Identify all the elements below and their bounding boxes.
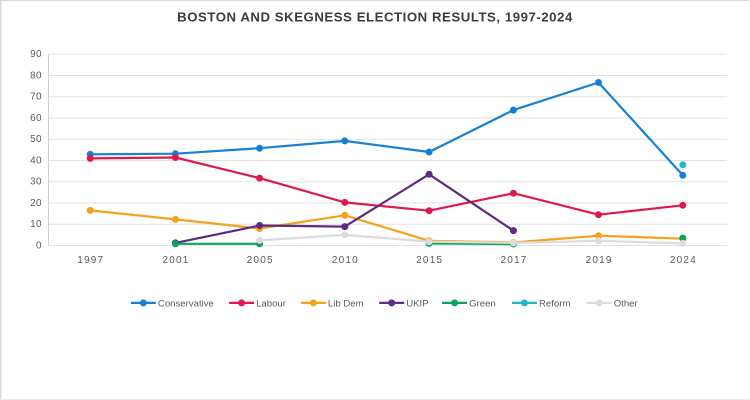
svg-text:60: 60 <box>30 113 42 124</box>
svg-text:Labour: Labour <box>256 298 287 309</box>
svg-text:UKIP: UKIP <box>406 298 428 309</box>
svg-text:30: 30 <box>30 177 42 188</box>
svg-text:2024: 2024 <box>670 255 697 266</box>
svg-text:Reform: Reform <box>539 298 570 309</box>
svg-text:1997: 1997 <box>77 255 104 266</box>
svg-text:2010: 2010 <box>332 255 359 266</box>
svg-text:50: 50 <box>30 134 42 145</box>
svg-text:80: 80 <box>30 70 42 81</box>
svg-text:20: 20 <box>30 198 42 209</box>
svg-text:Conservative: Conservative <box>158 298 214 309</box>
svg-text:2015: 2015 <box>416 255 443 266</box>
svg-text:40: 40 <box>30 155 42 166</box>
svg-text:Lib Dem: Lib Dem <box>328 298 364 309</box>
svg-text:0: 0 <box>36 240 42 251</box>
svg-text:70: 70 <box>30 92 42 103</box>
svg-text:Green: Green <box>469 298 496 309</box>
svg-text:2019: 2019 <box>586 255 613 266</box>
svg-text:2001: 2001 <box>162 255 189 266</box>
svg-text:Other: Other <box>614 298 639 309</box>
svg-text:2017: 2017 <box>500 255 527 266</box>
svg-text:10: 10 <box>30 219 42 230</box>
svg-text:90: 90 <box>30 49 42 60</box>
svg-text:BOSTON AND SKEGNESS ELECTION R: BOSTON AND SKEGNESS ELECTION RESULTS, 19… <box>177 10 573 25</box>
svg-text:2005: 2005 <box>247 255 274 266</box>
